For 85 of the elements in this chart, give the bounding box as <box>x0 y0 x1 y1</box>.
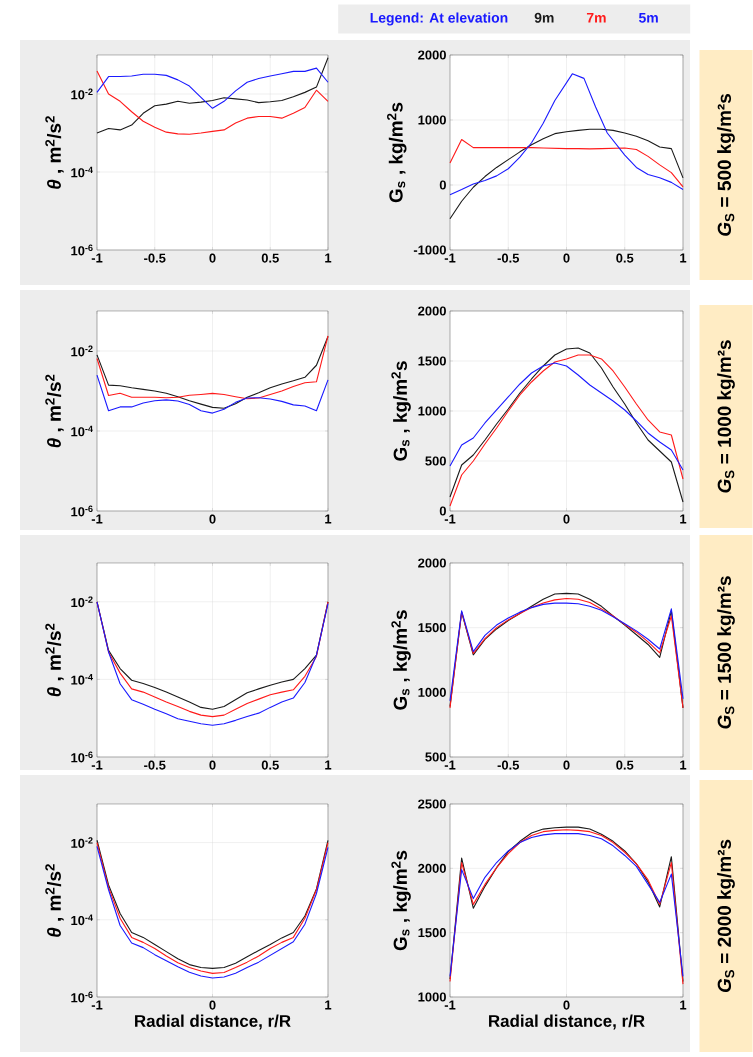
x-tick-label: 1 <box>680 253 687 263</box>
y-tick-label: -1000 <box>413 245 446 255</box>
x-tick-label: 0 <box>563 760 570 770</box>
x-axis-title: Radial distance, r/R <box>489 1014 645 1030</box>
x-tick-label: 1 <box>680 514 687 524</box>
y-tick-label: 10$^{-6}$ <box>71 244 93 256</box>
x-tick-label: 0 <box>209 253 216 263</box>
x-tick-label: 0 <box>563 514 570 524</box>
y-tick-label: 1000 <box>418 115 446 125</box>
y-axis-title: θ , m$^{2}$/s$^{2}$ <box>45 374 64 448</box>
line-series <box>449 128 684 220</box>
x-tick-label: 1 <box>325 1000 332 1010</box>
x-tick-label: 1 <box>325 253 332 263</box>
y-axis-title: G$_{s}$ , kg/m$^{2}$s <box>391 610 411 710</box>
y-tick-label: 2000 <box>418 863 446 873</box>
y-tick-label: 500 <box>425 752 446 762</box>
text: 5m <box>638 12 658 23</box>
y-axis-title: G$_{s}$ , kg/m$^{2}$s <box>391 361 411 461</box>
y-axis-title: θ , m$^{2}$/s$^{2}$ <box>45 116 64 189</box>
y-tick-label: 10$^{-2}$ <box>71 88 93 100</box>
y-tick-label: 10$^{-2}$ <box>71 596 93 608</box>
y-tick-label: 10$^{-6}$ <box>71 991 93 1003</box>
line-series <box>96 67 329 109</box>
y-tick-label: 2000 <box>418 558 446 568</box>
text: 7m <box>586 12 606 23</box>
x-tick-label: -1 <box>91 760 103 770</box>
y-tick-label: 10$^{-4}$ <box>71 914 93 926</box>
y-axis-title: θ , m$^{2}$/s$^{2}$ <box>45 864 64 937</box>
line-series <box>96 57 329 134</box>
y-tick-label: 1500 <box>418 928 446 938</box>
y-tick-label: 1000 <box>418 687 446 697</box>
x-tick-label: -1 <box>444 760 456 770</box>
x-tick-label: -1 <box>91 1000 103 1010</box>
y-tick-label: 500 <box>425 456 446 466</box>
line-series <box>96 70 329 135</box>
x-tick-label: 0 <box>209 760 216 770</box>
x-tick-label: 1 <box>325 760 332 770</box>
legend-title: Legend: At elevation <box>370 12 508 26</box>
y-tick-label: 0 <box>439 506 446 516</box>
x-tick-label: -0.5 <box>497 760 520 770</box>
y-tick-label: 0 <box>439 180 446 190</box>
x-tick-label: -1 <box>444 514 456 524</box>
x-tick-label: 0 <box>209 1000 216 1010</box>
text: G$_{S}$ = 1500 kg/m²s <box>717 576 735 729</box>
text: G$_{S}$ = 500 kg/m²s <box>717 94 735 236</box>
x-tick-label: -1 <box>91 514 103 524</box>
x-tick-label: -0.5 <box>144 253 166 263</box>
y-tick-label: 1500 <box>418 356 446 366</box>
y-tick-label: 2000 <box>418 50 446 60</box>
x-tick-label: 0 <box>209 514 216 524</box>
x-axis-title: Radial distance, r/R <box>135 1014 291 1030</box>
x-tick-label: 1 <box>680 1000 687 1010</box>
y-tick-label: 10$^{-4}$ <box>71 674 93 685</box>
y-tick-label: 10$^{-6}$ <box>71 505 93 517</box>
x-tick-label: 0 <box>563 253 570 263</box>
y-tick-label: 2000 <box>418 306 446 316</box>
x-tick-label: 0.5 <box>616 253 634 263</box>
y-tick-label: 10$^{-4}$ <box>71 425 93 437</box>
x-tick-label: 0 <box>563 1000 570 1010</box>
text: G$_{S}$ = 1000 kg/m²s <box>717 340 735 493</box>
y-tick-label: 1000 <box>418 406 446 416</box>
x-tick-label: 1 <box>680 760 687 770</box>
x-tick-label: -1 <box>91 253 103 263</box>
y-tick-label: 1000 <box>418 992 446 1002</box>
x-tick-label: 0.5 <box>616 760 634 770</box>
x-tick-label: -0.5 <box>497 253 520 263</box>
text: G$_{S}$ = 2000 kg/m²s <box>717 839 735 993</box>
y-axis-title: θ , m$^{2}$/s$^{2}$ <box>45 623 64 697</box>
line-series <box>96 374 329 414</box>
x-tick-label: -1 <box>444 1000 456 1010</box>
x-tick-label: 1 <box>325 514 332 524</box>
text: 9m <box>534 12 554 23</box>
y-tick-label: 2500 <box>418 799 446 809</box>
line-series <box>449 73 684 196</box>
y-tick-label: 10$^{-6}$ <box>71 751 93 763</box>
x-tick-label: 0.5 <box>261 760 279 770</box>
y-axis-title: G$_{s}$ , kg/m$^{2}$s <box>387 102 407 203</box>
y-axis-title: G$_{s}$ , kg/m$^{2}$s <box>391 850 411 951</box>
y-tick-label: 1500 <box>418 623 446 633</box>
x-tick-label: -1 <box>444 253 456 263</box>
x-tick-label: 0.5 <box>261 253 279 263</box>
y-tick-label: 10$^{-2}$ <box>71 345 93 357</box>
y-tick-label: 10$^{-4}$ <box>71 166 93 178</box>
y-tick-label: 10$^{-2}$ <box>71 837 93 848</box>
x-tick-label: -0.5 <box>144 760 166 770</box>
